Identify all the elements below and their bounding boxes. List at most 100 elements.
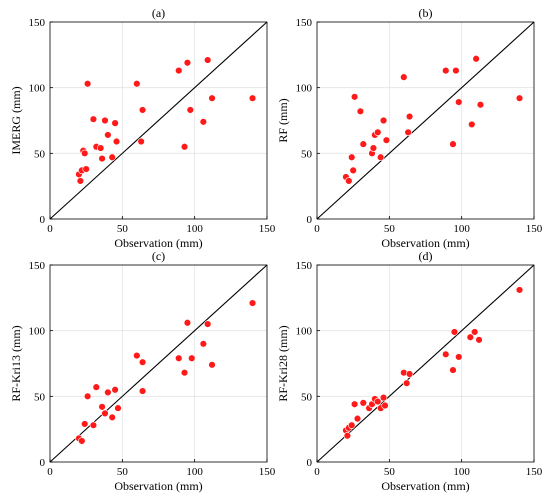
data-point [442,66,450,75]
x-tick-label: 50 [117,223,129,235]
x-tick-label: 0 [314,466,320,478]
data-point [203,56,212,64]
data-point [89,421,98,429]
x-axis-label: Observation (mm) [381,479,469,493]
data-point [83,80,92,88]
data-point [112,137,121,146]
data-point [475,336,483,344]
data-point [81,149,89,158]
y-axis-label: RF-Kri28 (mm) [276,325,290,401]
data-point [199,340,208,348]
data-point [199,118,208,126]
one-to-one-line [316,264,535,463]
data-point [138,358,147,366]
panel-title: (c) [152,249,165,263]
data-point [111,119,119,127]
data-point [379,393,388,402]
plot-frame [316,21,535,220]
plot-frame [316,264,535,463]
y-tick-label: 50 [34,148,46,160]
panel-a: 0 50 100 150 0 50 100 150 (a) Observation (mm) IME… [9,6,276,250]
data-point [400,73,408,81]
panel-c: 0 50 100 150 0 50 100 150 (c) Observation (mm) RF-… [9,249,276,493]
x-tick-label: 150 [259,223,276,235]
data-point [98,403,106,411]
y-tick-label: 0 [40,457,46,469]
data-point [374,397,382,406]
data-point [78,437,86,445]
data-point [137,137,145,146]
data-point [180,368,189,377]
x-tick-label: 100 [186,466,203,478]
panel-title: (a) [152,6,165,20]
data-point [104,131,112,139]
data-point [350,93,359,101]
x-axis-label: Observation (mm) [114,236,202,250]
data-point [83,392,92,401]
data-point [108,413,116,422]
data-point [356,107,365,116]
data-point [452,66,460,75]
data-point [515,94,524,102]
data-point [208,94,216,102]
x-tick-label: 0 [47,466,53,478]
y-tick-label: 0 [307,214,313,226]
data-point [133,80,141,88]
data-point [98,154,106,163]
data-point [515,286,524,294]
data-point [353,414,362,423]
data-point [348,421,356,429]
x-axis-label: Observation (mm) [114,479,202,493]
y-axis-label: RF-Kri13 (mm) [9,325,23,401]
y-tick-label: 100 [296,326,313,338]
data-point [114,404,122,412]
x-tick-label: 100 [453,223,470,235]
data-point [101,409,109,418]
data-point [92,383,100,391]
data-point [108,153,116,161]
data-point [101,116,109,125]
x-tick-label: 50 [384,223,396,235]
data-point [345,177,353,185]
x-tick-label: 0 [314,223,320,235]
y-tick-label: 100 [29,326,46,338]
data-point [405,370,414,378]
y-tick-label: 100 [296,83,313,95]
x-tick-label: 150 [259,466,276,478]
data-point [382,136,391,144]
data-point [455,98,463,106]
y-tick-label: 150 [29,17,46,29]
y-tick-label: 100 [29,83,46,95]
data-point [203,320,212,328]
data-point [81,420,89,428]
data-point [186,106,195,114]
data-point [183,59,192,67]
y-tick-label: 150 [296,17,313,29]
data-point [449,366,457,374]
data-point [404,128,412,137]
panel-b: 0 50 100 150 0 50 100 150 (b) Observation (mm) RF … [276,6,543,250]
data-point [379,116,388,125]
panel-title: (d) [419,249,433,263]
panel-title: (b) [419,6,433,20]
one-to-one-line [49,21,268,220]
x-tick-label: 50 [117,466,129,478]
data-point [381,401,389,410]
data-point [104,388,112,397]
data-point [450,328,459,336]
data-point [455,353,463,361]
data-point [470,328,479,336]
y-axis-label: IMERG (mm) [9,86,23,154]
x-tick-label: 150 [526,223,543,235]
data-point [82,165,90,173]
data-point [343,432,352,440]
data-point [349,166,357,175]
x-tick-label: 0 [47,223,53,235]
data-point [449,140,457,148]
panel-d: 0 50 100 150 0 50 100 150 (d) Observation (mm) RF-… [276,249,543,493]
plot-frame [49,264,268,463]
data-point [476,101,485,109]
data-point [350,400,359,408]
data-point [376,153,385,161]
x-tick-label: 100 [186,223,203,235]
